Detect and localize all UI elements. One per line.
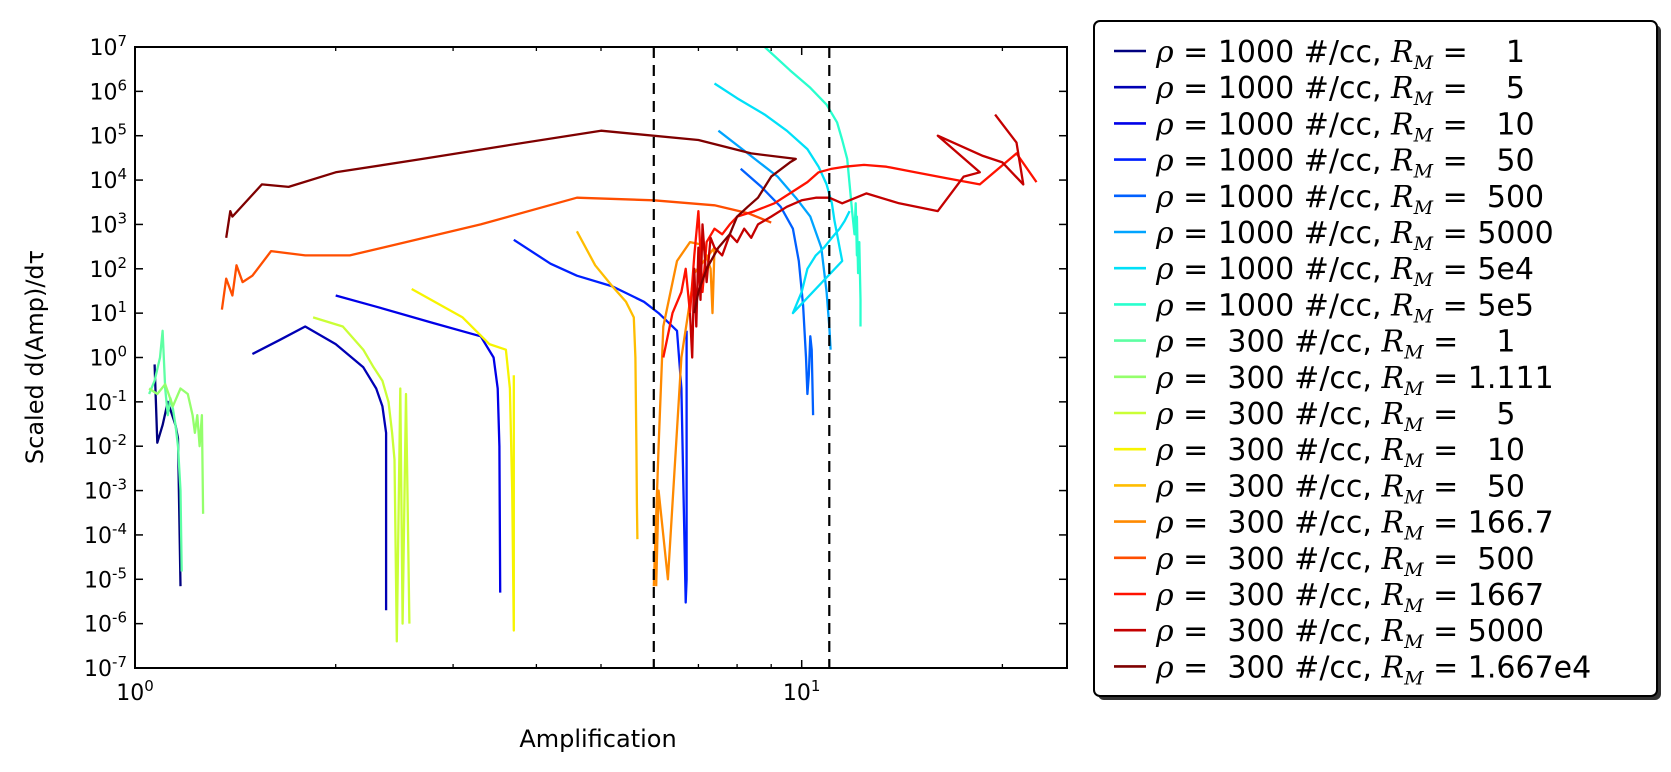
legend-label: ρ = 300 #/cc, RM = 5000 xyxy=(1155,614,1544,653)
legend-label: ρ = 1000 #/cc, RM = 5e5 xyxy=(1155,288,1534,327)
legend-label: ρ = 1000 #/cc, RM = 500 xyxy=(1155,180,1544,219)
y-tick-label: 10-5 xyxy=(84,564,127,593)
y-tick-label: 107 xyxy=(89,32,127,61)
legend-label: ρ = 300 #/cc, RM = 10 xyxy=(1155,433,1525,472)
series-line-3 xyxy=(335,294,502,593)
y-tick-label: 10-7 xyxy=(84,653,127,682)
series-line-2 xyxy=(251,325,388,611)
series-line-14 xyxy=(652,240,716,587)
series-line-5 xyxy=(739,167,815,416)
y-tick-label: 10-6 xyxy=(84,609,127,638)
series-line-6 xyxy=(717,129,832,350)
legend-label: ρ = 300 #/cc, RM = 166.7 xyxy=(1155,506,1554,545)
y-tick-label: 10-4 xyxy=(84,520,127,549)
series-line-11 xyxy=(312,316,411,643)
plot-area xyxy=(148,47,1038,668)
series-line-8 xyxy=(763,47,862,327)
axes: 100 101 107 106 105 104 103 102 101 100 10-1 10-2 10… xyxy=(84,32,1068,706)
legend-label: ρ = 300 #/cc, RM = 1667 xyxy=(1155,578,1544,617)
series-line-7 xyxy=(713,82,851,315)
x-tick-label: 101 xyxy=(783,677,821,706)
legend-label: ρ = 1000 #/cc, RM = 1 xyxy=(1155,35,1525,74)
legend-label: ρ = 1000 #/cc, RM = 5000 xyxy=(1155,216,1554,255)
x-tick-label: 100 xyxy=(116,677,154,706)
y-tick-label: 104 xyxy=(89,165,127,194)
legend-label: ρ = 1000 #/cc, RM = 50 xyxy=(1155,144,1535,183)
x-axis-title: Amplification xyxy=(519,725,676,753)
legend-label: ρ = 300 #/cc, RM = 1.667e4 xyxy=(1155,650,1591,689)
y-tick-label: 106 xyxy=(89,76,127,105)
legend-label: ρ = 1000 #/cc, RM = 5e4 xyxy=(1155,252,1534,291)
series-line-13 xyxy=(575,230,639,540)
legend-label: ρ = 300 #/cc, RM = 50 xyxy=(1155,469,1525,508)
legend-label: ρ = 1000 #/cc, RM = 5 xyxy=(1155,71,1525,110)
series-line-12 xyxy=(411,287,515,632)
legend-label: ρ = 300 #/cc, RM = 1 xyxy=(1155,325,1515,364)
series-line-16 xyxy=(662,152,1038,358)
plot-frame xyxy=(134,46,1068,669)
y-tick-label: 102 xyxy=(89,254,127,283)
legend-box xyxy=(1093,20,1658,697)
y-tick-label: 105 xyxy=(89,121,127,150)
y-tick-label: 10-3 xyxy=(84,476,127,505)
series-line-18 xyxy=(225,129,797,314)
y-tick-label: 10-2 xyxy=(84,431,127,460)
legend-label: ρ = 300 #/cc, RM = 5 xyxy=(1155,397,1515,436)
series-line-17 xyxy=(688,113,1025,359)
y-tick-label: 101 xyxy=(89,298,127,327)
y-tick-label: 10-1 xyxy=(84,387,127,416)
series-line-10 xyxy=(148,383,205,514)
y-tick-label: 100 xyxy=(89,343,127,372)
series-line-4 xyxy=(513,238,688,604)
legend: ρ = 1000 #/cc, RM = 1ρ = 1000 #/cc, RM =… xyxy=(1093,20,1661,700)
legend-label: ρ = 300 #/cc, RM = 500 xyxy=(1155,542,1535,581)
legend-label: ρ = 1000 #/cc, RM = 10 xyxy=(1155,107,1535,146)
legend-label: ρ = 300 #/cc, RM = 1.111 xyxy=(1155,361,1554,400)
series-lines xyxy=(148,47,1038,643)
series-line-9 xyxy=(148,329,183,572)
y-tick-label: 103 xyxy=(89,209,127,238)
y-axis-title: Scaled d(Amp)/dτ xyxy=(21,250,49,464)
series-line-15 xyxy=(220,196,772,310)
